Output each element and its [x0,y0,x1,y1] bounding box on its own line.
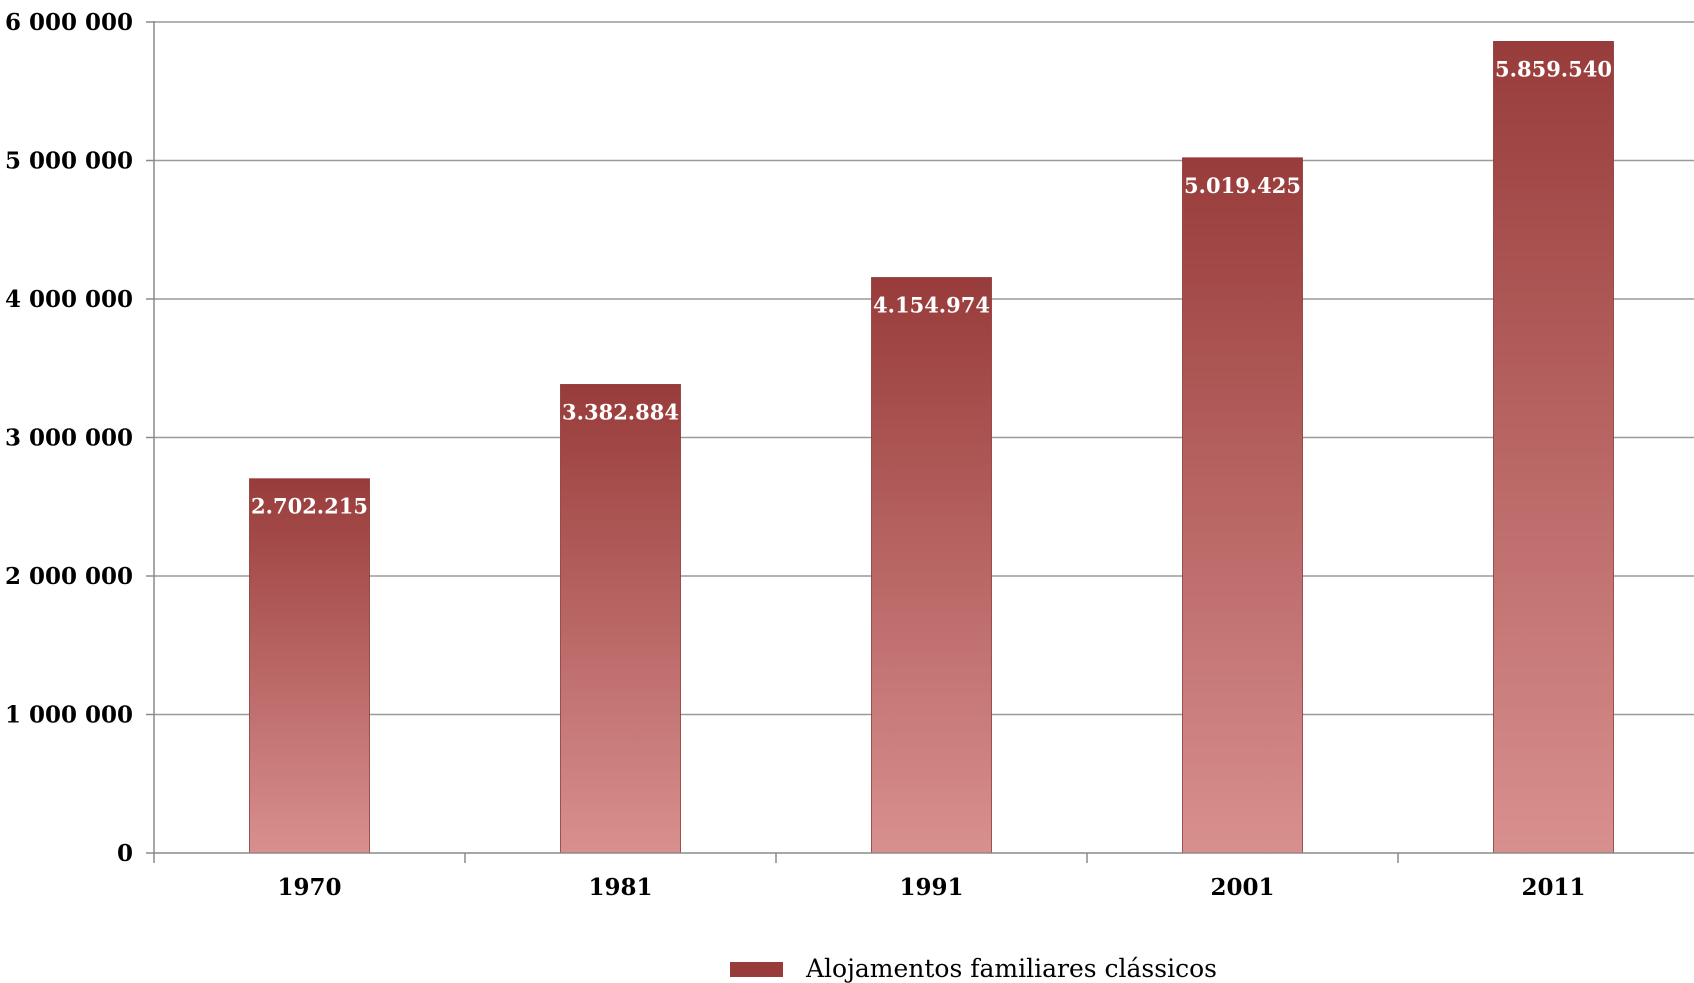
legend-swatch [730,962,783,977]
y-tick-label: 5 000 000 [5,148,133,175]
bar-1981 [560,384,681,854]
bar-1991 [871,277,992,854]
x-tick-label: 2001 [1210,874,1274,901]
data-label: 5.859.540 [1495,56,1612,81]
x-tick-label: 2011 [1521,874,1585,901]
y-tick-label: 3 000 000 [5,425,133,452]
legend-label: Alojamentos familiares clássicos [805,954,1217,983]
data-label: 3.382.884 [562,399,679,424]
data-label: 4.154.974 [873,293,990,318]
y-tick-label: 0 [117,840,133,867]
x-tick-label: 1991 [899,874,963,901]
legend: Alojamentos familiares clássicos [730,954,1217,983]
x-tick-label: 1981 [588,874,652,901]
y-tick-label: 2 000 000 [5,563,133,590]
data-label: 5.019.425 [1184,173,1301,198]
bar-1970 [249,478,370,854]
bar-2011 [1493,41,1614,854]
data-label: 2.702.215 [251,494,368,519]
x-tick-label: 1970 [277,874,341,901]
axes [146,21,1694,863]
bars: 2.702.215 3.382.884 4.154.974 5.019.425 5.85… [249,41,1614,854]
y-tick-label: 4 000 000 [5,286,133,313]
y-tick-label: 1 000 000 [5,702,133,729]
bar-2001 [1182,157,1303,854]
x-axis-tick-labels: 1970 1981 1991 2001 2011 [277,874,1585,901]
y-axis-tick-labels: 0 1 000 000 2 000 000 3 000 000 4 000 000 5 0… [5,9,133,867]
y-tick-label: 6 000 000 [5,9,133,36]
